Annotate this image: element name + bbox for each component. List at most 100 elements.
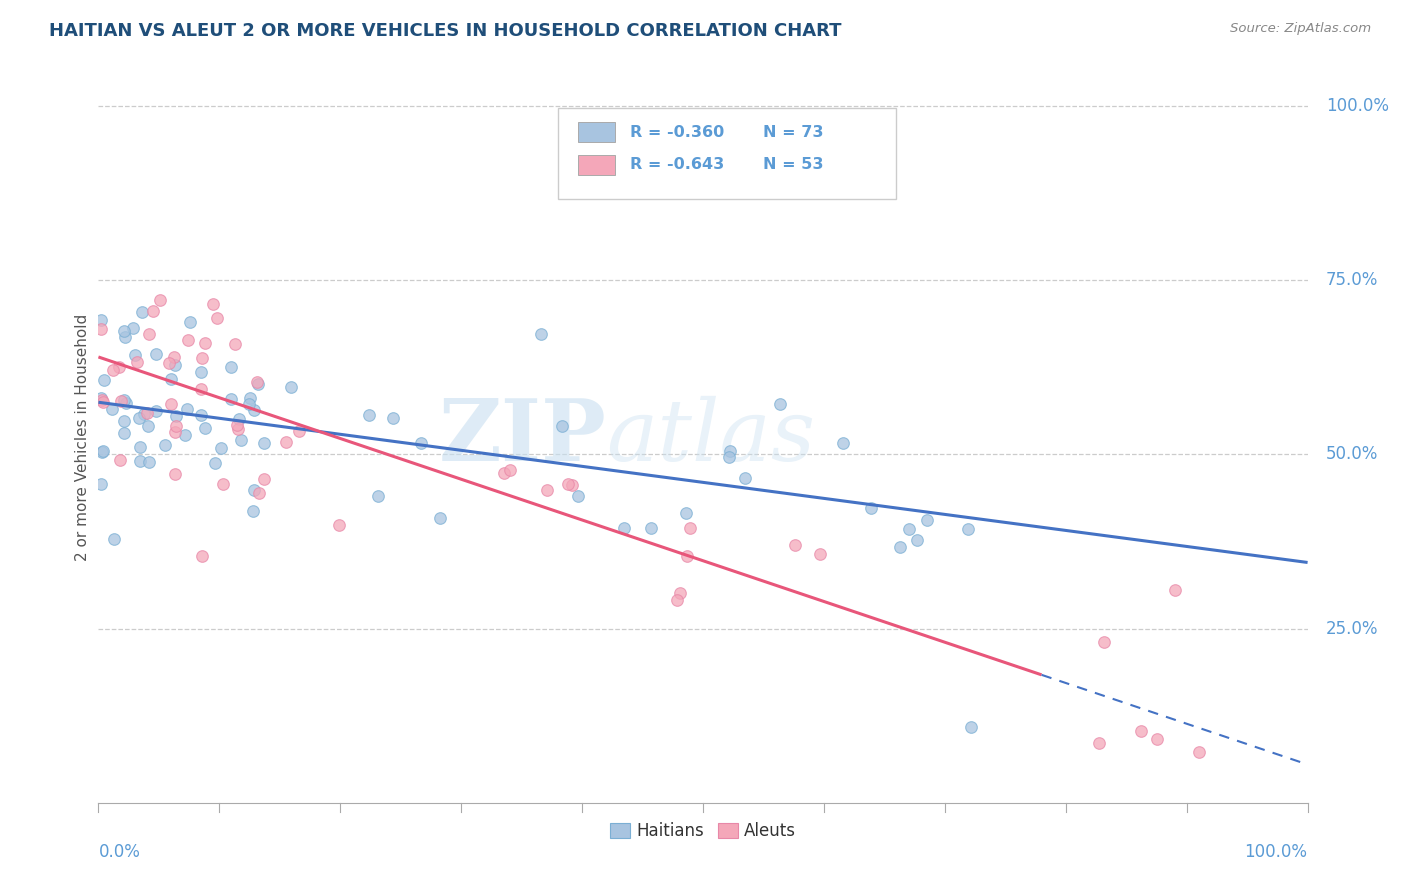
Text: N = 53: N = 53 — [763, 158, 824, 172]
Point — [228, 411, 250, 425]
Point — [112, 393, 135, 408]
Text: ZIP: ZIP — [439, 395, 606, 479]
Text: 0.0%: 0.0% — [98, 843, 141, 861]
Text: Source: ZipAtlas.com: Source: ZipAtlas.com — [1230, 22, 1371, 36]
Point — [165, 358, 187, 372]
Point — [219, 392, 242, 406]
FancyBboxPatch shape — [558, 108, 897, 200]
Y-axis label: 2 or more Vehicles in Household: 2 or more Vehicles in Household — [75, 313, 90, 561]
Point — [669, 586, 692, 600]
Point — [1188, 745, 1211, 759]
Point — [136, 406, 159, 420]
Point — [124, 348, 146, 362]
Point — [173, 427, 195, 442]
Point — [165, 409, 187, 424]
Point — [889, 541, 911, 555]
Point — [567, 489, 589, 503]
Point — [288, 424, 311, 438]
Point — [411, 436, 433, 450]
Point — [163, 350, 186, 364]
Point — [190, 382, 212, 396]
Point — [145, 403, 167, 417]
Text: 75.0%: 75.0% — [1326, 271, 1378, 289]
Point — [429, 511, 451, 525]
Point — [157, 356, 180, 370]
Point — [676, 549, 699, 563]
Point — [194, 335, 217, 350]
Point — [112, 426, 135, 441]
Text: R = -0.643: R = -0.643 — [630, 158, 724, 172]
Point — [138, 455, 160, 469]
Point — [179, 315, 201, 329]
Point — [128, 411, 150, 425]
Point — [176, 401, 198, 416]
Point — [103, 532, 125, 546]
Point — [138, 326, 160, 341]
Point — [159, 372, 181, 386]
Point — [239, 391, 262, 405]
Point — [136, 419, 159, 434]
Point — [122, 321, 145, 335]
Point — [112, 414, 135, 428]
Point — [499, 463, 522, 477]
Point — [91, 444, 114, 458]
Point — [142, 304, 165, 318]
Point — [247, 377, 270, 392]
Point — [243, 402, 266, 417]
Legend: Haitians, Aleuts: Haitians, Aleuts — [603, 816, 803, 847]
Point — [149, 293, 172, 307]
Point — [90, 391, 112, 405]
Point — [128, 440, 150, 454]
Point — [536, 483, 558, 497]
Point — [783, 538, 806, 552]
Point — [209, 441, 232, 455]
Text: 25.0%: 25.0% — [1326, 620, 1378, 638]
Point — [253, 436, 276, 450]
Point — [108, 453, 131, 467]
Point — [280, 380, 302, 394]
Point — [219, 360, 242, 375]
Point — [114, 330, 136, 344]
Point — [666, 592, 689, 607]
Point — [276, 434, 298, 449]
Point — [253, 472, 276, 486]
Point — [128, 454, 150, 468]
Point — [1088, 736, 1111, 750]
Point — [90, 477, 112, 491]
Point — [212, 476, 235, 491]
Point — [207, 310, 229, 325]
Point — [359, 408, 381, 422]
Point — [551, 418, 574, 433]
FancyBboxPatch shape — [578, 154, 614, 175]
Point — [101, 362, 124, 376]
Point — [177, 334, 200, 348]
Point — [860, 500, 883, 515]
Point — [160, 396, 183, 410]
Point — [90, 313, 112, 327]
Point — [328, 517, 350, 532]
Point — [204, 456, 226, 470]
Point — [367, 489, 389, 503]
Point — [246, 375, 269, 389]
Point — [382, 411, 405, 425]
Point — [1130, 723, 1153, 738]
Point — [492, 466, 515, 480]
Point — [679, 521, 702, 535]
Point — [224, 337, 246, 351]
Point — [91, 395, 114, 409]
Point — [110, 394, 132, 409]
Point — [226, 422, 249, 436]
Point — [1146, 731, 1168, 746]
Point — [960, 720, 983, 734]
Point — [675, 507, 697, 521]
Point — [243, 483, 266, 498]
Point — [905, 533, 928, 548]
Point — [145, 346, 167, 360]
Point — [242, 504, 264, 518]
Point — [226, 417, 249, 432]
Point — [191, 549, 214, 563]
Point — [153, 438, 176, 452]
Point — [91, 392, 114, 407]
Point — [1094, 635, 1116, 649]
Point — [557, 476, 579, 491]
